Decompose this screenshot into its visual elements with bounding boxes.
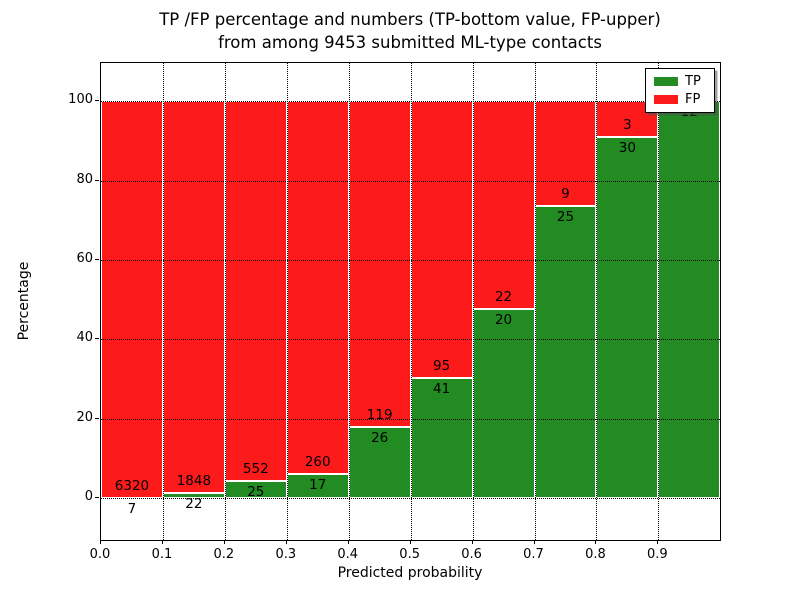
- x-tick-mark: [100, 540, 101, 544]
- x-tick-label: 0.3: [275, 547, 297, 562]
- legend-label-fp: FP: [685, 91, 701, 107]
- x-tick-mark: [223, 540, 225, 544]
- bar-segment-fp: [410, 101, 473, 379]
- x-tick-mark: [533, 540, 535, 544]
- fp-count-label: 22: [494, 289, 513, 306]
- tp-count-label: 25: [247, 483, 265, 500]
- legend-entry-fp: FP: [646, 93, 714, 106]
- bar-segment-fp: [162, 101, 225, 494]
- bar-segment-fp: [224, 101, 287, 481]
- bar-segment-fp: [348, 101, 411, 427]
- x-tick-mark: [347, 540, 349, 544]
- fp-count-label: 95: [433, 358, 451, 375]
- x-axis-label: Predicted probability: [337, 565, 483, 581]
- tp-count-label: 20: [494, 312, 513, 329]
- tp-count-label: 17: [309, 476, 327, 493]
- y-tick-mark: [95, 258, 99, 260]
- v-gridline: [596, 63, 598, 540]
- y-axis-label: Percentage: [16, 261, 32, 341]
- bar-segment-tp: [348, 426, 411, 498]
- y-tick-label: 0: [84, 489, 93, 504]
- x-tick-mark: [657, 540, 659, 544]
- legend-label-tp: TP: [685, 74, 701, 90]
- y-tick-label: 60: [76, 250, 93, 266]
- x-tick-label: 0.9: [647, 547, 668, 562]
- x-tick-label: 0.7: [523, 547, 544, 562]
- x-tick-label: 0.1: [151, 547, 173, 562]
- chart-title-line2: from among 9453 submitted ML-type contac…: [218, 33, 602, 52]
- fp-count-label: 3: [623, 117, 632, 134]
- y-tick-mark: [95, 338, 99, 340]
- x-tick-label: 0.0: [89, 547, 111, 562]
- fp-count-label: 552: [242, 460, 269, 477]
- x-tick-mark: [409, 540, 411, 544]
- bar-segment-tp: [410, 378, 473, 498]
- v-gridline: [410, 63, 412, 540]
- fp-count-label: 6320: [114, 477, 150, 494]
- y-tick-label: 20: [76, 409, 93, 425]
- chart-title-line1: TP /FP percentage and numbers (TP-bottom…: [159, 10, 661, 29]
- h-gridline: [101, 101, 720, 103]
- fp-count-label: 119: [366, 406, 393, 423]
- x-tick-label: 0.6: [461, 547, 482, 562]
- bar-segment-tp: [658, 101, 721, 498]
- fp-swatch-icon: [654, 94, 678, 104]
- x-tick-label: 0.8: [585, 547, 606, 562]
- tp-count-label: 22: [185, 496, 203, 513]
- bar-segment-tp: [534, 206, 597, 498]
- x-tick-mark: [285, 540, 287, 544]
- bar-segment-fp: [101, 101, 163, 498]
- h-gridline: [101, 498, 720, 499]
- x-tick-label: 0.2: [213, 547, 235, 562]
- x-tick-mark: [161, 540, 163, 544]
- y-tick-label: 40: [76, 330, 93, 346]
- v-gridline: [658, 63, 660, 540]
- fp-count-label: 1848: [176, 473, 212, 490]
- chart-title: TP /FP percentage and numbers (TP-bottom…: [100, 8, 720, 54]
- h-gridline: [101, 259, 720, 261]
- v-gridline: [472, 63, 474, 540]
- y-tick-mark: [95, 417, 99, 419]
- y-tick-label: 80: [76, 171, 93, 187]
- v-gridline: [348, 63, 350, 540]
- x-tick-label: 0.4: [337, 547, 359, 562]
- y-tick-label: 100: [68, 92, 93, 108]
- tp-count-label: 25: [556, 209, 575, 226]
- v-gridline: [534, 63, 536, 540]
- legend-entry-tp: TP: [646, 75, 714, 88]
- v-gridline: [286, 63, 288, 540]
- tp-swatch-icon: [654, 77, 678, 87]
- x-tick-label: 0.5: [399, 547, 420, 562]
- y-tick-mark: [95, 100, 99, 102]
- bar-segment-tp: [286, 473, 349, 498]
- y-tick-mark: [95, 179, 99, 181]
- bar-segment-tp: [472, 309, 535, 498]
- v-gridline: [162, 63, 164, 540]
- tp-count-label: 7: [127, 500, 137, 517]
- tp-count-label: 41: [433, 381, 451, 398]
- y-tick-mark: [95, 497, 99, 498]
- bar-segment-fp: [286, 101, 349, 474]
- plot-area: 6320 7 1848 22 552 25 260 17 119 26 95 41 22 20 9 25 3 30…: [100, 62, 721, 541]
- v-gridline: [224, 63, 226, 540]
- x-tick-mark: [471, 540, 473, 544]
- legend: TP FP: [645, 68, 715, 113]
- fp-count-label: 9: [561, 186, 570, 203]
- h-gridline: [101, 180, 720, 182]
- h-gridline: [101, 339, 720, 341]
- h-gridline: [101, 418, 720, 420]
- tp-count-label: 26: [371, 429, 389, 446]
- bar-segment-fp: [472, 101, 535, 310]
- fp-count-label: 260: [304, 453, 331, 470]
- x-tick-mark: [595, 540, 597, 544]
- tp-count-label: 30: [618, 140, 636, 157]
